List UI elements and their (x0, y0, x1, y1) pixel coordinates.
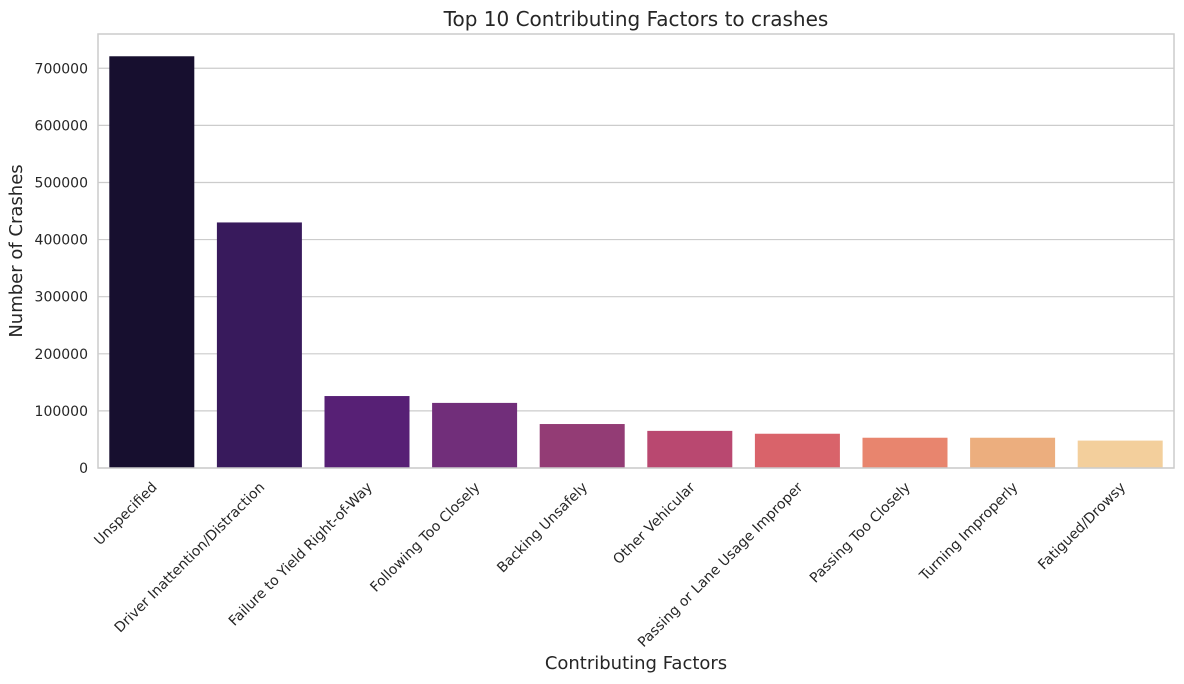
y-axis-label: Number of Crashes (6, 164, 27, 337)
x-tick-label: Fatigued/Drowsy (1035, 480, 1129, 574)
bar (1077, 440, 1163, 468)
x-tick-label: Unspecified (91, 480, 160, 549)
bar (647, 430, 733, 468)
bar (970, 437, 1056, 468)
x-tick-label: Backing Unsafely (494, 480, 591, 577)
x-tick-label: Passing Too Closely (807, 480, 914, 587)
y-tick-label: 700000 (35, 61, 88, 77)
y-tick-label: 0 (79, 461, 88, 477)
bar (109, 56, 195, 468)
x-tick-label: Following Too Closely (367, 480, 483, 596)
bar (216, 222, 302, 468)
y-tick-label: 300000 (35, 290, 88, 306)
plot-frame (97, 33, 1175, 469)
bar (324, 396, 410, 468)
x-tick-label: Turning Improperly (916, 480, 1021, 585)
y-tick-label: 100000 (35, 404, 88, 420)
y-tick-label: 600000 (35, 118, 88, 134)
x-axis-label: Contributing Factors (545, 653, 727, 674)
y-tick-label: 400000 (35, 233, 88, 249)
bar (754, 433, 840, 468)
y-axis-ticks: 0 100000 200000 300000 400000 500000 600000 700… (35, 61, 88, 477)
x-tick-label: Other Vehicular (610, 479, 698, 567)
bar-series (109, 56, 1163, 468)
y-tick-label: 200000 (35, 347, 88, 363)
chart-title: Top 10 Contributing Factors to crashes (443, 7, 829, 31)
bar (539, 424, 625, 468)
bar (862, 437, 948, 468)
bar (432, 402, 518, 468)
y-tick-label: 500000 (35, 175, 88, 191)
